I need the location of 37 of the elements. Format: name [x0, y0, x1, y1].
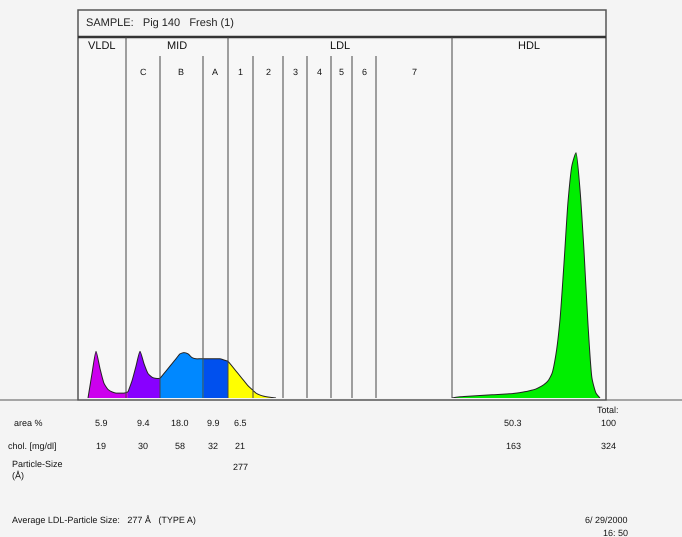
- text: area %: [14, 418, 43, 428]
- text: 9.9: [207, 418, 220, 428]
- text: 6/ 29/2000: [585, 515, 628, 525]
- text: VLDL: [88, 40, 116, 52]
- text: chol. [mg/dl]: [8, 441, 57, 451]
- text: 1: [238, 67, 244, 77]
- text: 6.5: [234, 418, 247, 428]
- text: 30: [138, 441, 148, 451]
- text: 100: [601, 418, 616, 428]
- text: A: [212, 67, 218, 77]
- text: 18.0: [171, 418, 189, 428]
- text: 19: [96, 441, 106, 451]
- text: 50.3: [504, 418, 522, 428]
- text: 3: [293, 67, 298, 77]
- text: MID: [167, 40, 188, 52]
- text: 32: [208, 441, 218, 451]
- text: Average LDL-Particle Size: 277 Å (TYPE A): [12, 515, 196, 525]
- text: 324: [601, 441, 616, 451]
- text: 5: [339, 67, 344, 77]
- text: 163: [506, 441, 522, 451]
- text: 277: [233, 462, 248, 472]
- text: Particle-Size (Å): [12, 459, 63, 481]
- text: 16: 50: [603, 528, 628, 537]
- text: B: [178, 67, 184, 77]
- text: 6: [362, 67, 368, 77]
- text: 21: [235, 441, 246, 451]
- text: 4: [317, 67, 322, 77]
- text: 58: [175, 441, 186, 451]
- text: LDL: [330, 40, 350, 52]
- text: 7: [412, 67, 418, 77]
- text: HDL: [518, 40, 540, 52]
- text: C: [140, 67, 147, 77]
- text: Total:: [597, 405, 619, 415]
- text: 9.4: [137, 418, 150, 428]
- chart-title: SAMPLE: Pig 140 Fresh (1): [86, 17, 234, 29]
- text: 2: [266, 67, 272, 77]
- text: 5.9: [95, 418, 108, 428]
